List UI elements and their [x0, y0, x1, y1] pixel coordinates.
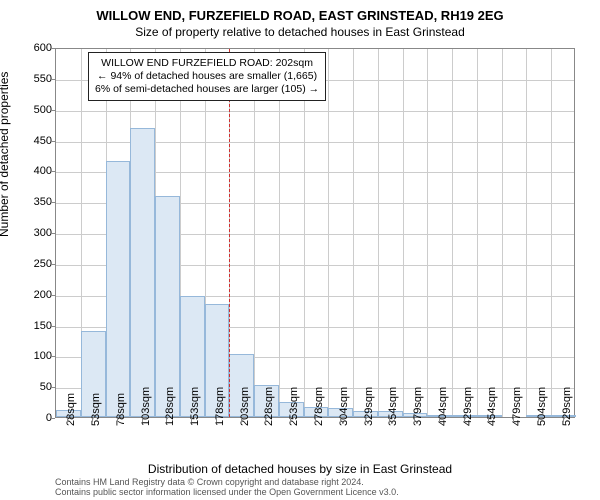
bar	[155, 196, 180, 417]
y-tick-mark	[51, 264, 55, 265]
gridline-v	[378, 49, 379, 417]
x-tick-mark	[488, 418, 489, 422]
x-tick-mark	[365, 418, 366, 422]
y-tick-label: 300	[12, 227, 52, 239]
x-tick-mark	[290, 418, 291, 422]
y-tick-label: 100	[12, 350, 52, 362]
y-tick-mark	[51, 387, 55, 388]
y-tick-mark	[51, 326, 55, 327]
gridline-v	[304, 49, 305, 417]
x-tick-mark	[340, 418, 341, 422]
x-tick-mark	[265, 418, 266, 422]
y-tick-label: 200	[12, 289, 52, 301]
x-tick-mark	[191, 418, 192, 422]
x-tick-mark	[216, 418, 217, 422]
x-tick-mark	[315, 418, 316, 422]
y-tick-label: 400	[12, 165, 52, 177]
gridline-v	[254, 49, 255, 417]
plot-area	[55, 48, 575, 418]
footer-line: Contains public sector information licen…	[55, 488, 399, 498]
x-tick-mark	[538, 418, 539, 422]
x-tick-mark	[166, 418, 167, 422]
y-tick-mark	[51, 295, 55, 296]
y-tick-label: 550	[12, 73, 52, 85]
annotation-line: ← 94% of detached houses are smaller (1,…	[95, 70, 319, 83]
y-tick-mark	[51, 202, 55, 203]
y-tick-mark	[51, 418, 55, 419]
gridline-v	[427, 49, 428, 417]
gridline-v	[551, 49, 552, 417]
x-tick-mark	[92, 418, 93, 422]
bar	[130, 128, 155, 417]
x-tick-mark	[389, 418, 390, 422]
reference-line	[229, 49, 231, 417]
y-tick-mark	[51, 141, 55, 142]
x-axis-label: Distribution of detached houses by size …	[0, 462, 600, 476]
x-tick-mark	[117, 418, 118, 422]
gridline-v	[403, 49, 404, 417]
y-tick-mark	[51, 48, 55, 49]
y-tick-mark	[51, 79, 55, 80]
annotation-box: WILLOW END FURZEFIELD ROAD: 202sqm ← 94%…	[88, 52, 326, 101]
gridline-v	[452, 49, 453, 417]
footer-attribution: Contains HM Land Registry data © Crown c…	[55, 478, 399, 498]
x-tick-mark	[563, 418, 564, 422]
gridline-v	[328, 49, 329, 417]
y-tick-mark	[51, 356, 55, 357]
y-tick-label: 0	[12, 412, 52, 424]
y-axis-label: Number of detached properties	[0, 72, 11, 237]
x-tick-mark	[513, 418, 514, 422]
gridline-v	[279, 49, 280, 417]
gridline-v	[502, 49, 503, 417]
y-tick-label: 350	[12, 196, 52, 208]
x-tick-mark	[414, 418, 415, 422]
chart-subtitle: Size of property relative to detached ho…	[0, 23, 600, 39]
y-tick-label: 250	[12, 258, 52, 270]
y-tick-mark	[51, 110, 55, 111]
y-tick-mark	[51, 171, 55, 172]
x-tick-mark	[241, 418, 242, 422]
x-tick-mark	[67, 418, 68, 422]
x-tick-mark	[142, 418, 143, 422]
gridline-v	[477, 49, 478, 417]
y-tick-label: 450	[12, 135, 52, 147]
x-tick-mark	[464, 418, 465, 422]
gridline-v	[353, 49, 354, 417]
y-tick-label: 150	[12, 320, 52, 332]
y-tick-label: 50	[12, 381, 52, 393]
annotation-line: 6% of semi-detached houses are larger (1…	[95, 83, 319, 96]
gridline-v	[526, 49, 527, 417]
annotation-line: WILLOW END FURZEFIELD ROAD: 202sqm	[95, 57, 319, 70]
bar	[106, 161, 131, 417]
y-tick-mark	[51, 233, 55, 234]
gridline-h	[56, 111, 574, 112]
y-tick-label: 500	[12, 104, 52, 116]
chart-title: WILLOW END, FURZEFIELD ROAD, EAST GRINST…	[0, 0, 600, 23]
y-tick-label: 600	[12, 42, 52, 54]
x-tick-mark	[439, 418, 440, 422]
